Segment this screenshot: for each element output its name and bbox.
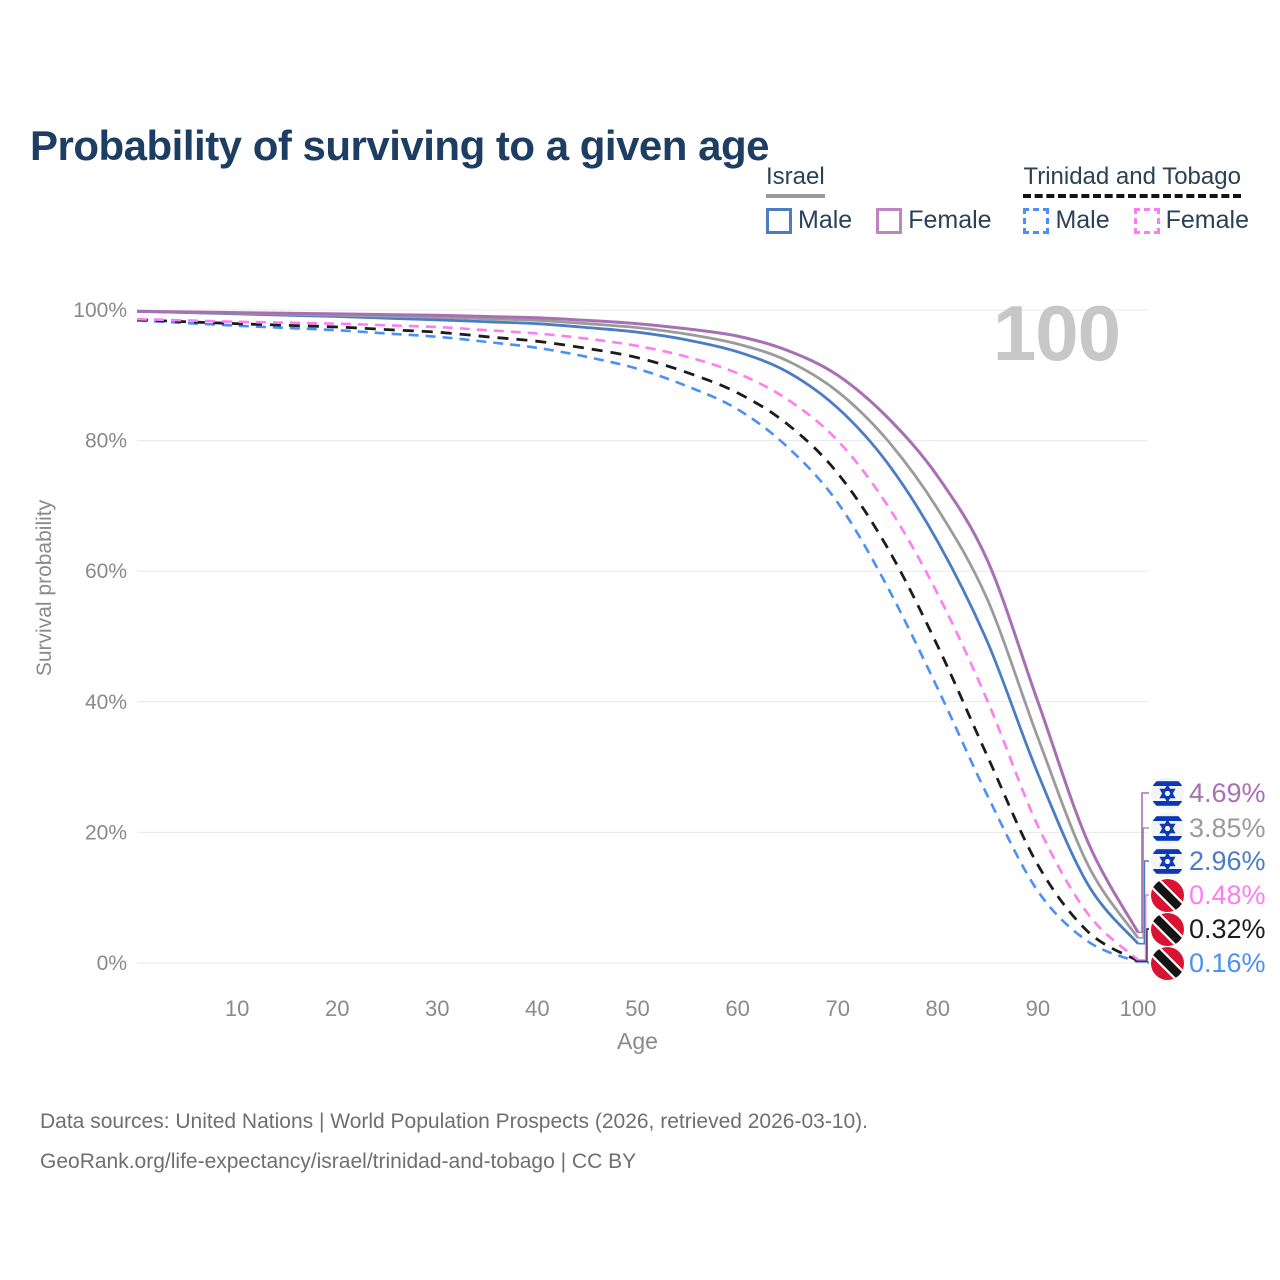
tt-male-swatch-icon	[1023, 207, 1050, 234]
page-title: Probability of surviving to a given age	[30, 122, 769, 170]
y-tick-label: 80%	[85, 430, 127, 453]
legend-item-tt-female[interactable]: Female	[1133, 206, 1249, 235]
end-label: 4.69%	[1151, 776, 1266, 810]
end-label-value: 0.16%	[1189, 947, 1266, 978]
x-axis-title: Age	[617, 1028, 658, 1054]
x-tick-label: 10	[225, 996, 249, 1021]
israel-flag-icon	[1151, 844, 1184, 878]
leader-line	[1138, 792, 1149, 934]
leader-line	[1138, 894, 1149, 961]
legend-item-label: Male	[798, 206, 853, 234]
trinidad-tobago-flag-icon	[1151, 946, 1184, 980]
tt-female-swatch-icon	[1133, 207, 1160, 234]
hover-age-annotation: 100	[992, 289, 1121, 377]
x-tick-label: 40	[525, 996, 549, 1021]
end-label: 0.48%	[1151, 878, 1266, 912]
end-label: 2.96%	[1151, 844, 1266, 878]
data-sources-text: Data sources: United Nations | World Pop…	[40, 1110, 869, 1133]
x-axis-tick-labels: 10 20 30 40 50 60 70 80 90 100	[225, 996, 1157, 1021]
survival-curves	[136, 309, 1140, 964]
curve-trinidad-and-tobago-female	[136, 317, 1139, 961]
end-label-leader-lines	[1138, 792, 1149, 964]
legend-item-label: Female	[1165, 206, 1249, 234]
israel-flag-icon	[1151, 811, 1184, 845]
y-tick-label: 0%	[97, 952, 127, 975]
x-tick-label: 30	[425, 996, 449, 1021]
end-label-value: 4.69%	[1189, 777, 1266, 808]
source-url-text: GeoRank.org/life-expectancy/israel/trini…	[40, 1150, 637, 1173]
curve-trinidad-and-tobago-both-sexes	[136, 318, 1139, 963]
legend-group-trinidad-tobago-title: Trinidad and Tobago	[1023, 163, 1241, 198]
curve-israel-both-sexes	[136, 309, 1140, 939]
leader-line	[1138, 961, 1149, 964]
curve-israel-male	[136, 309, 1140, 945]
x-tick-label: 60	[725, 996, 749, 1021]
curve-israel-female	[136, 309, 1140, 934]
legend-group-israel-title: Israel	[766, 163, 825, 198]
legend-group-trinidad-tobago: Trinidad and Tobago Male Female	[1023, 163, 1249, 235]
legend-item-israel-male[interactable]: Male	[766, 206, 852, 235]
end-label: 3.85%	[1151, 811, 1266, 845]
legend-item-israel-female[interactable]: Female	[876, 206, 992, 235]
end-label-value: 2.96%	[1189, 845, 1266, 876]
legend: Israel Male Female Trinidad and Tobago M…	[0, 163, 1280, 243]
trinidad-tobago-flag-icon	[1151, 878, 1184, 912]
israel-flag-icon	[1151, 776, 1184, 810]
leader-line	[1138, 827, 1149, 939]
end-label-value: 3.85%	[1189, 812, 1266, 843]
legend-group-israel: Israel Male Female	[766, 163, 992, 235]
x-tick-label: 50	[625, 996, 649, 1021]
legend-group-trinidad-tobago-items: Male Female	[1023, 206, 1249, 235]
y-tick-label: 100%	[73, 299, 127, 322]
israel-female-swatch-icon	[876, 207, 903, 234]
x-tick-label: 20	[325, 996, 349, 1021]
leader-line	[1138, 928, 1149, 962]
gridlines	[137, 309, 1148, 964]
x-tick-label: 100	[1120, 996, 1157, 1021]
x-tick-label: 80	[926, 996, 950, 1021]
end-label-value: 0.32%	[1189, 913, 1266, 944]
legend-group-israel-items: Male Female	[766, 206, 992, 235]
end-label: 0.16%	[1151, 946, 1266, 980]
legend-item-tt-male[interactable]: Male	[1023, 206, 1110, 235]
y-tick-label: 40%	[85, 691, 127, 714]
y-axis-title: Survival probability	[33, 499, 56, 677]
israel-male-swatch-icon	[766, 207, 792, 234]
legend-item-label: Female	[908, 206, 992, 234]
y-tick-label: 20%	[85, 821, 127, 844]
legend-item-label: Male	[1055, 206, 1110, 234]
trinidad-tobago-flag-icon	[1151, 912, 1184, 946]
leader-line	[1138, 860, 1149, 945]
x-tick-label: 90	[1026, 996, 1050, 1021]
curve-trinidad-and-tobago-male	[136, 319, 1139, 964]
y-axis-tick-labels: 0% 20% 40% 60% 80% 100%	[73, 299, 127, 975]
x-tick-label: 70	[825, 996, 849, 1021]
end-label-value: 0.48%	[1189, 879, 1266, 910]
y-tick-label: 60%	[85, 560, 127, 583]
end-label: 0.32%	[1151, 912, 1266, 946]
